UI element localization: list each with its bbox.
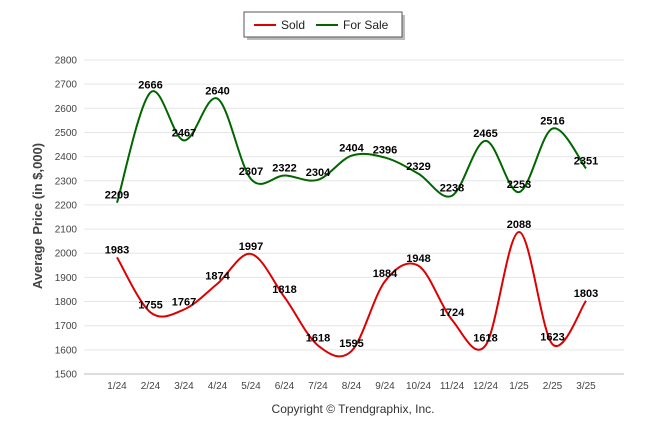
- data-label-sold: 1623: [540, 331, 564, 343]
- data-label-sold: 1755: [138, 299, 162, 311]
- y-tick-label: 2800: [55, 56, 78, 67]
- data-label-for-sale: 2404: [339, 143, 364, 155]
- y-tick-label: 2600: [55, 104, 78, 115]
- data-label-sold: 1997: [239, 241, 263, 253]
- data-label-for-sale: 2467: [172, 127, 196, 139]
- data-label-sold: 2088: [507, 219, 531, 231]
- legend: Sold For Sale: [243, 11, 405, 40]
- data-label-for-sale: 2253: [507, 179, 531, 191]
- data-label-for-sale: 2329: [406, 161, 430, 173]
- series-lines: [116, 90, 587, 358]
- legend-label-sold: Sold: [281, 18, 305, 32]
- x-tick-label: 2/24: [141, 381, 161, 392]
- data-label-sold: 1803: [574, 288, 598, 300]
- data-label-for-sale: 2396: [373, 145, 397, 157]
- data-label-sold: 1618: [473, 332, 497, 344]
- x-tick-label: 9/24: [375, 381, 395, 392]
- data-label-sold: 1818: [272, 284, 296, 296]
- y-tick-label: 2000: [55, 249, 78, 260]
- x-tick-label: 1/25: [509, 381, 529, 392]
- y-tick-label: 1900: [55, 273, 78, 284]
- x-tick-label: 12/24: [473, 381, 498, 392]
- x-tick-label: 3/25: [576, 381, 596, 392]
- data-label-sold: 1983: [105, 244, 129, 256]
- data-label-sold: 1884: [373, 268, 398, 280]
- y-tick-label: 2500: [55, 128, 78, 139]
- x-tick-label: 3/24: [174, 381, 194, 392]
- series-line-for-sale: [116, 90, 587, 204]
- series-line-sold: [116, 230, 587, 358]
- y-tick-label: 1500: [55, 370, 78, 381]
- x-tick-label: 7/24: [308, 381, 328, 392]
- data-label-sold: 1948: [406, 253, 430, 265]
- x-tick-label: 2/25: [543, 381, 563, 392]
- y-tick-label: 1800: [55, 297, 78, 308]
- data-label-for-sale: 2666: [138, 79, 162, 91]
- data-label-sold: 1874: [205, 271, 230, 283]
- data-labels: 1983 1755 1767 1874 1997 1818 1618 1595 1884 1948…: [105, 79, 598, 350]
- x-tick-label: 4/24: [208, 381, 228, 392]
- y-axis-title: Average Price (in $,000): [30, 143, 45, 289]
- x-tick-label: 11/24: [440, 381, 465, 392]
- y-tick-label: 1700: [55, 321, 78, 332]
- y-tick-label: 2400: [55, 152, 78, 163]
- y-tick-label: 2700: [55, 80, 78, 91]
- data-label-sold: 1724: [440, 307, 465, 319]
- x-tick-label: 6/24: [275, 381, 295, 392]
- data-label-for-sale: 2351: [574, 155, 598, 167]
- data-label-sold: 1767: [172, 297, 196, 309]
- data-label-for-sale: 2640: [205, 86, 229, 98]
- x-tick-label: 8/24: [342, 381, 362, 392]
- data-label-sold: 1618: [306, 332, 330, 344]
- y-tick-label: 1600: [55, 345, 78, 356]
- legend-label-for-sale: For Sale: [343, 18, 389, 32]
- data-label-for-sale: 2304: [306, 167, 331, 179]
- data-label-for-sale: 2209: [105, 190, 129, 202]
- data-label-sold: 1595: [339, 338, 363, 350]
- x-tick-label: 10/24: [406, 381, 431, 392]
- data-label-for-sale: 2465: [473, 128, 497, 140]
- x-tick-labels: 1/24 2/24 3/24 4/24 5/24 6/24 7/24 8/24 9/24 10/2…: [107, 381, 596, 392]
- copyright-credit: Copyright © Trendgraphix, Inc.: [272, 402, 435, 416]
- x-tick-label: 1/24: [107, 381, 127, 392]
- y-tick-label: 2200: [55, 200, 78, 211]
- y-tick-label: 2100: [55, 225, 78, 236]
- y-tick-labels: 1500 1600 1700 1800 1900 2000 2100 2200 2300 2400…: [55, 56, 78, 381]
- y-tick-label: 2300: [55, 176, 78, 187]
- data-label-for-sale: 2307: [239, 166, 263, 178]
- x-tick-label: 5/24: [241, 381, 261, 392]
- data-label-for-sale: 2238: [440, 183, 464, 195]
- data-label-for-sale: 2322: [272, 162, 296, 174]
- data-label-for-sale: 2516: [540, 116, 564, 128]
